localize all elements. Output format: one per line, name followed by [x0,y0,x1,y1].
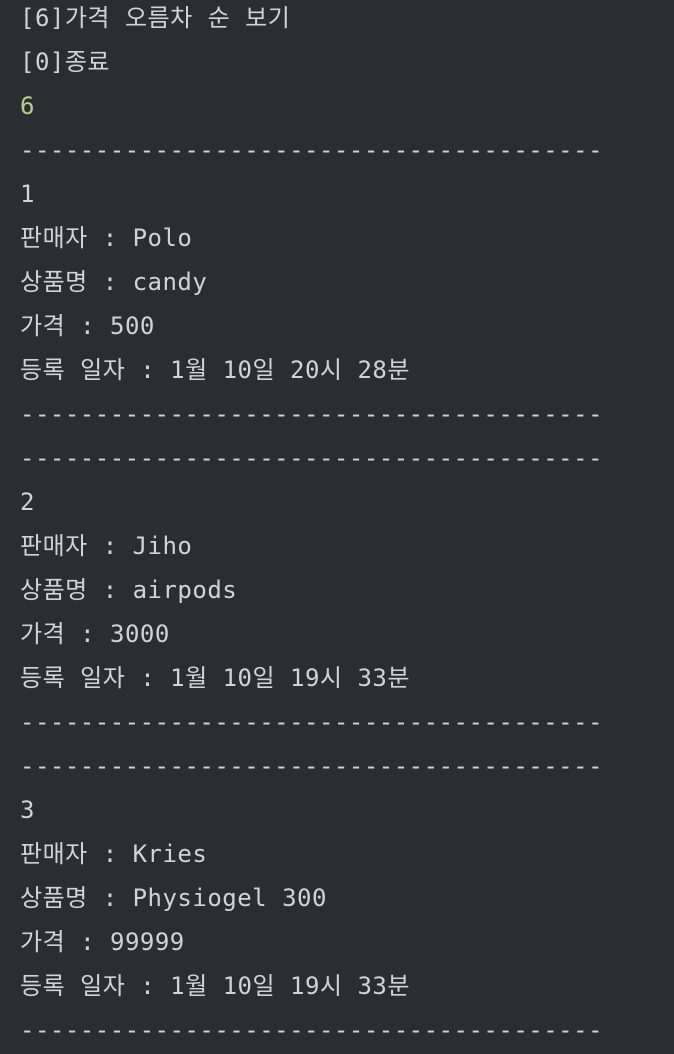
item-registered-date: 등록 일자 : 1월 10일 19시 33분 [20,972,410,1000]
item-index: 1 [20,180,35,208]
menu-sort-option: [6]가격 오름차 순 보기 [20,4,291,32]
item-index: 3 [20,796,35,824]
separator: --------------------------------------- [20,752,604,780]
item-product: 상품명 : candy [20,268,208,296]
separator: --------------------------------------- [20,708,604,736]
menu-exit-option: [0]종료 [20,48,111,76]
item-product: 상품명 : Physiogel 300 [20,884,327,912]
item-seller: 판매자 : Polo [20,224,193,252]
item-price: 가격 : 99999 [20,928,185,956]
item-registered-date: 등록 일자 : 1월 10일 19시 33분 [20,664,410,692]
item-seller: 판매자 : Jiho [20,532,193,560]
item-index: 2 [20,488,35,516]
separator: --------------------------------------- [20,1016,604,1044]
separator: --------------------------------------- [20,444,604,472]
item-price: 가격 : 500 [20,312,155,340]
user-input-value: 6 [20,92,35,120]
item-price: 가격 : 3000 [20,620,170,648]
item-product: 상품명 : airpods [20,576,238,604]
item-registered-date: 등록 일자 : 1월 10일 20시 28분 [20,356,410,384]
item-seller: 판매자 : Kries [20,840,208,868]
separator: --------------------------------------- [20,136,604,164]
separator: --------------------------------------- [20,400,604,428]
